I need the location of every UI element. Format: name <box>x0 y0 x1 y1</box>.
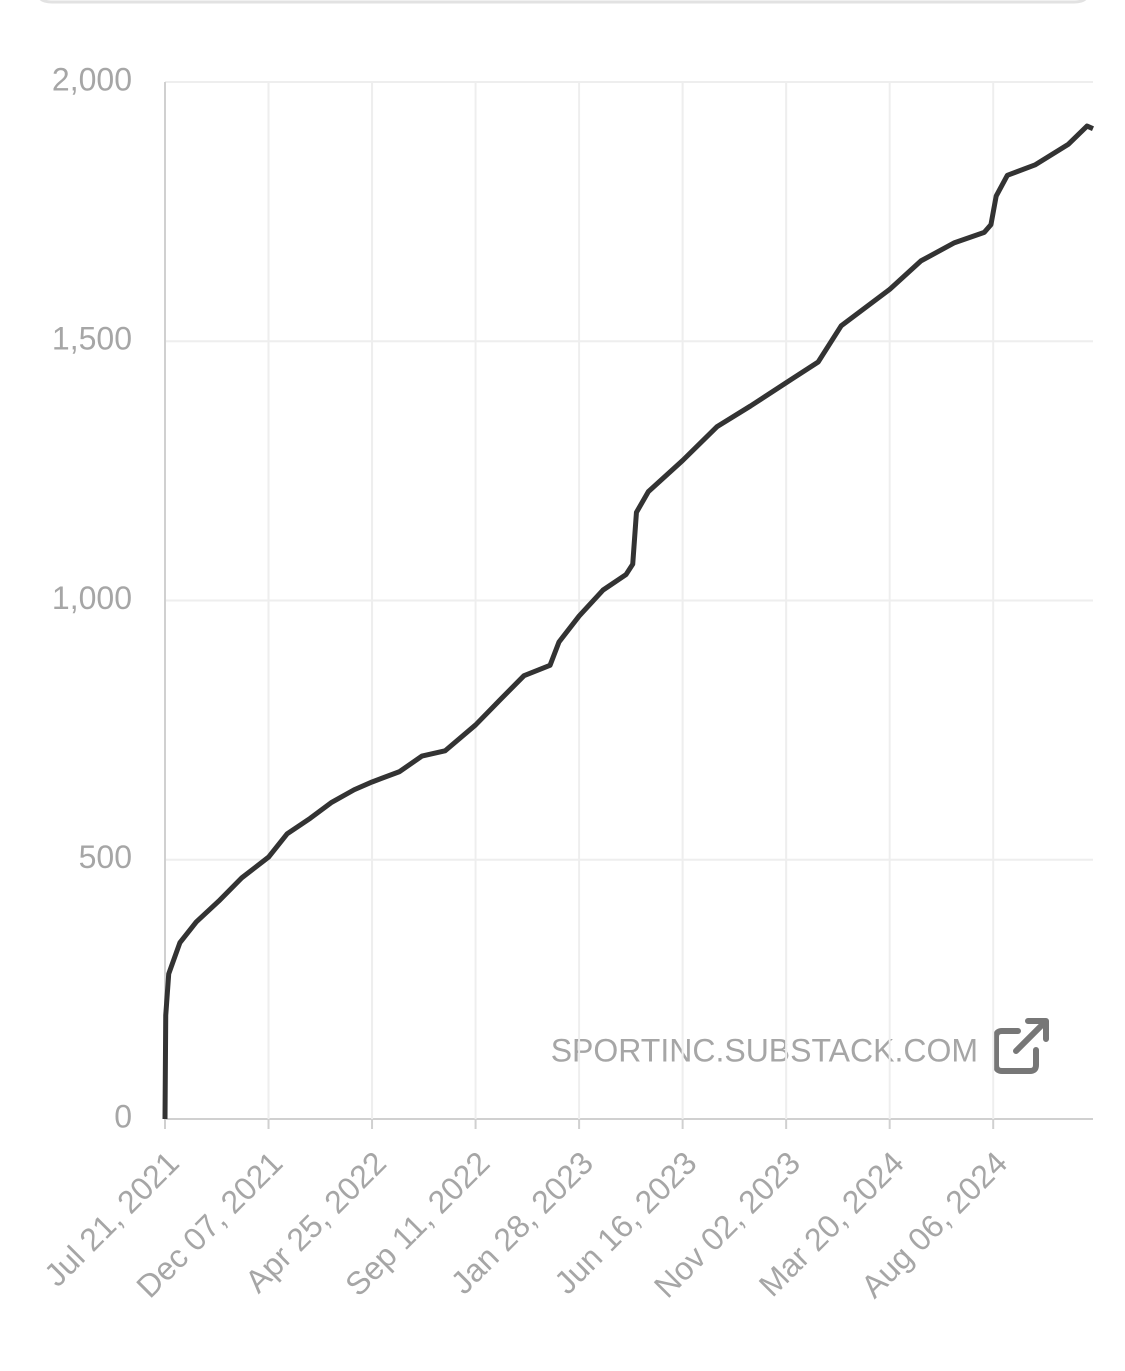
y-tick-label: 0 <box>114 1098 132 1134</box>
y-tick-label: 1,000 <box>52 580 132 616</box>
line <box>162 123 1094 1120</box>
y-tick-label: 1,500 <box>52 321 132 357</box>
y-tick-label: 2,000 <box>52 61 132 97</box>
y-tick-label: 500 <box>79 839 132 875</box>
card-edge <box>39 0 1087 4</box>
external-link-icon <box>993 1018 1049 1074</box>
watermark: SPORTINC.SUBSTACK.COM <box>551 1032 978 1068</box>
